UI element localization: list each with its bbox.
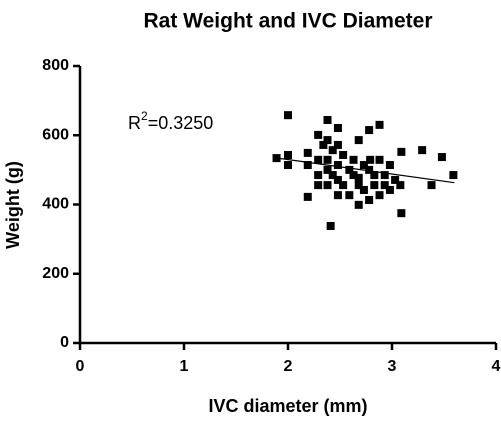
point bbox=[323, 155, 332, 164]
point bbox=[345, 165, 354, 174]
point bbox=[418, 146, 427, 155]
point bbox=[345, 191, 354, 200]
point bbox=[339, 150, 348, 159]
point bbox=[303, 148, 312, 157]
point bbox=[333, 140, 342, 149]
point bbox=[354, 181, 363, 190]
point bbox=[314, 181, 323, 190]
point bbox=[365, 195, 374, 204]
point bbox=[349, 171, 358, 180]
point bbox=[354, 200, 363, 209]
point bbox=[339, 181, 348, 190]
point bbox=[303, 192, 312, 201]
point bbox=[272, 154, 281, 163]
point bbox=[359, 161, 368, 170]
point bbox=[427, 181, 436, 190]
x-tick-label: 0 bbox=[76, 358, 85, 375]
point bbox=[349, 155, 358, 164]
x-tick-label: 2 bbox=[284, 358, 293, 375]
point bbox=[303, 161, 312, 170]
point bbox=[391, 175, 400, 184]
annotation-superscript: 2 bbox=[141, 109, 148, 123]
y-tick-label: 600 bbox=[42, 126, 69, 143]
point bbox=[375, 120, 384, 129]
y-tick-label: 200 bbox=[42, 265, 69, 282]
point bbox=[333, 191, 342, 200]
point bbox=[354, 173, 363, 182]
point bbox=[449, 171, 458, 180]
point bbox=[323, 181, 332, 190]
point bbox=[375, 155, 384, 164]
point bbox=[437, 153, 446, 162]
point bbox=[323, 165, 332, 174]
point bbox=[284, 150, 292, 159]
point bbox=[359, 185, 368, 194]
point bbox=[370, 181, 379, 190]
point bbox=[323, 136, 332, 145]
point bbox=[333, 123, 342, 132]
point bbox=[380, 181, 389, 190]
point bbox=[380, 171, 389, 180]
y-tick-label: 0 bbox=[60, 334, 69, 351]
point bbox=[314, 171, 323, 180]
y-tick-label: 800 bbox=[42, 57, 69, 74]
x-tick-label: 3 bbox=[388, 358, 397, 375]
point bbox=[366, 155, 375, 164]
point bbox=[385, 185, 394, 194]
trendline bbox=[277, 157, 455, 184]
x-tick-label: 4 bbox=[492, 358, 501, 375]
point bbox=[375, 191, 384, 200]
point bbox=[365, 165, 374, 174]
annotation-text: =0.3250 bbox=[148, 113, 214, 133]
point bbox=[333, 161, 342, 170]
point bbox=[323, 116, 332, 125]
x-tick-label: 1 bbox=[180, 358, 189, 375]
annotation-text: R bbox=[128, 113, 141, 133]
point bbox=[365, 126, 374, 135]
point bbox=[354, 136, 363, 145]
point bbox=[284, 111, 292, 120]
point bbox=[370, 171, 379, 180]
point bbox=[333, 175, 342, 184]
point bbox=[385, 161, 394, 170]
chart-title: Rat Weight and IVC Diameter bbox=[144, 10, 433, 33]
point bbox=[328, 146, 337, 155]
point bbox=[397, 147, 406, 156]
point bbox=[396, 181, 405, 190]
point bbox=[284, 161, 292, 170]
y-axis-label: Weight (g) bbox=[3, 161, 23, 249]
point bbox=[314, 130, 323, 139]
x-axis-label: IVC diameter (mm) bbox=[208, 396, 367, 416]
point bbox=[328, 171, 337, 180]
point bbox=[326, 221, 335, 230]
y-tick-label: 400 bbox=[42, 196, 69, 213]
point bbox=[397, 209, 406, 218]
point bbox=[319, 140, 328, 149]
point bbox=[314, 155, 323, 164]
annotation: R2=0.3250 bbox=[128, 109, 213, 133]
